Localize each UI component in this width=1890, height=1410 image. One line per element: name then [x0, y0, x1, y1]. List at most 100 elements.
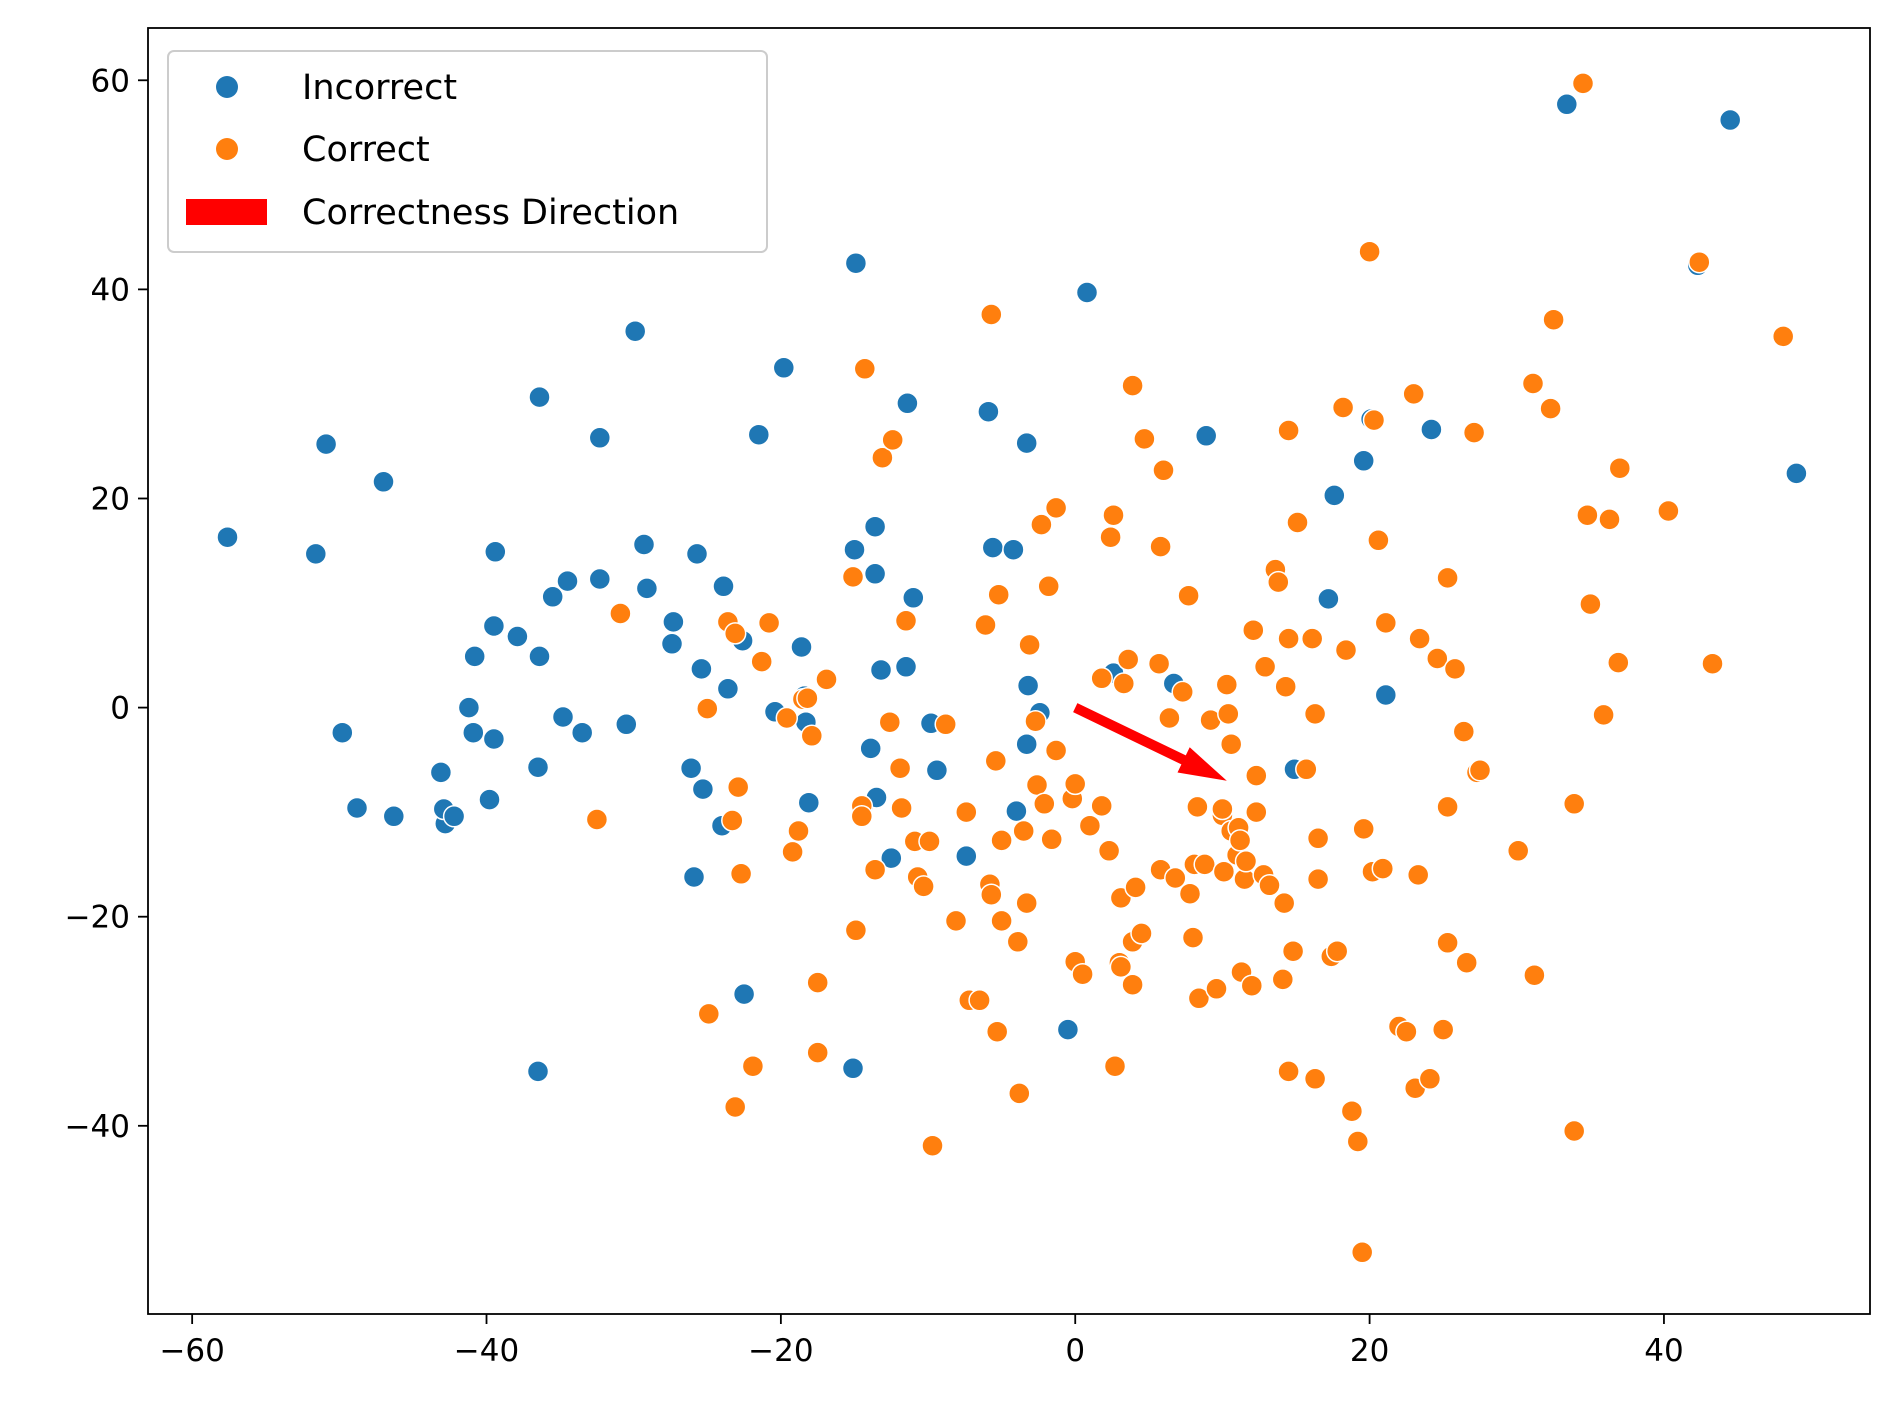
data-point-correct — [1177, 584, 1200, 607]
data-point-incorrect — [482, 727, 506, 751]
data-point-correct — [863, 858, 887, 881]
data-point-correct — [955, 800, 978, 824]
data-point-correct — [1181, 926, 1205, 949]
data-point-correct — [1015, 891, 1038, 915]
data-point-correct — [878, 710, 902, 734]
data-point-incorrect — [772, 356, 796, 380]
data-point-correct — [1350, 1241, 1374, 1264]
y-tick-label: 0 — [110, 691, 130, 727]
data-point-correct — [1133, 427, 1156, 451]
legend-label-incorrect: Incorrect — [302, 68, 457, 108]
data-point-correct — [1025, 773, 1049, 797]
data-point-incorrect — [1002, 538, 1025, 561]
data-point-correct — [721, 809, 744, 832]
data-point-correct — [775, 706, 799, 730]
data-point-correct — [990, 909, 1013, 933]
data-point-incorrect — [1323, 484, 1346, 507]
data-point-correct — [1271, 968, 1295, 991]
y-tick-label: −40 — [65, 1109, 130, 1145]
data-point-incorrect — [632, 533, 656, 556]
data-point-correct — [1217, 702, 1240, 726]
data-point-correct — [1571, 72, 1595, 95]
data-point-correct — [1171, 680, 1194, 704]
data-point-correct — [934, 713, 957, 736]
x-tick-label: 20 — [1350, 1333, 1389, 1369]
data-point-incorrect — [679, 756, 703, 780]
data-point-correct — [1431, 1018, 1455, 1041]
data-point-correct — [1402, 382, 1425, 406]
data-point-correct — [985, 1020, 1009, 1043]
data-point-correct — [1044, 496, 1068, 520]
x-tick-label: −60 — [159, 1333, 224, 1369]
data-point-correct — [944, 909, 968, 933]
data-point-correct — [1116, 648, 1140, 671]
x-tick-label: −40 — [454, 1333, 519, 1369]
data-point-incorrect — [732, 982, 756, 1006]
data-point-correct — [741, 1054, 765, 1078]
data-point-incorrect — [859, 737, 882, 760]
data-point-correct — [1358, 240, 1381, 263]
data-point-correct — [987, 583, 1010, 606]
data-point-incorrect — [1352, 449, 1375, 473]
data-point-correct — [1521, 372, 1545, 395]
data-point-correct — [1277, 419, 1300, 442]
data-point-correct — [1579, 592, 1602, 616]
data-point-correct — [1688, 250, 1711, 274]
data-point-correct — [1462, 421, 1486, 444]
data-point-incorrect — [528, 645, 551, 668]
data-point-correct — [853, 357, 877, 381]
data-point-correct — [1219, 732, 1243, 756]
data-point-incorrect — [429, 761, 453, 784]
data-point-incorrect — [556, 569, 579, 593]
data-point-correct — [726, 775, 750, 799]
data-point-correct — [1158, 706, 1181, 730]
legend-label-correct: Correct — [302, 130, 430, 170]
data-point-correct — [1523, 963, 1546, 987]
data-point-correct — [800, 724, 824, 748]
data-point-incorrect — [902, 586, 925, 610]
data-point-correct — [1542, 308, 1565, 331]
data-point-incorrect — [841, 1057, 865, 1080]
data-point-correct — [1277, 627, 1300, 650]
data-point-correct — [585, 808, 609, 831]
data-point-incorrect — [463, 645, 486, 668]
data-point-incorrect — [894, 655, 918, 679]
data-point-correct — [1562, 792, 1586, 816]
data-point-correct — [815, 668, 838, 691]
data-point-correct — [1040, 828, 1063, 851]
data-point-correct — [609, 602, 632, 625]
x-tick-label: 0 — [1065, 1333, 1085, 1369]
data-point-correct — [1374, 611, 1398, 635]
data-point-incorrect — [331, 721, 354, 744]
data-point-correct — [912, 875, 935, 898]
data-point-incorrect — [1016, 674, 1040, 697]
data-point-correct — [1240, 974, 1264, 997]
data-point-correct — [881, 428, 904, 452]
y-tick-label: 20 — [91, 481, 130, 517]
data-point-correct — [1090, 667, 1113, 690]
data-point-incorrect — [863, 515, 887, 538]
data-point-correct — [757, 611, 781, 635]
data-point-correct — [968, 989, 991, 1012]
data-point-correct — [1037, 575, 1060, 598]
data-point-incorrect — [981, 536, 1005, 559]
data-point-correct — [1130, 922, 1153, 945]
data-point-incorrect — [863, 562, 887, 586]
data-point-correct — [1295, 758, 1318, 781]
data-point-correct — [1097, 839, 1121, 863]
data-point-correct — [890, 796, 913, 820]
data-point-incorrect — [216, 525, 239, 549]
data-point-correct — [723, 622, 747, 645]
data-point-correct — [850, 805, 874, 828]
data-point-correct — [1406, 863, 1430, 887]
data-point-correct — [1286, 511, 1309, 534]
data-point-correct — [871, 446, 894, 469]
data-point-incorrect — [462, 721, 485, 744]
data-point-correct — [1193, 853, 1216, 876]
data-point-incorrect — [635, 577, 659, 600]
data-points — [216, 72, 1808, 1264]
data-point-incorrect — [528, 385, 551, 409]
data-point-incorrect — [691, 777, 715, 801]
data-point-incorrect — [570, 721, 594, 744]
data-point-correct — [1103, 1054, 1127, 1078]
